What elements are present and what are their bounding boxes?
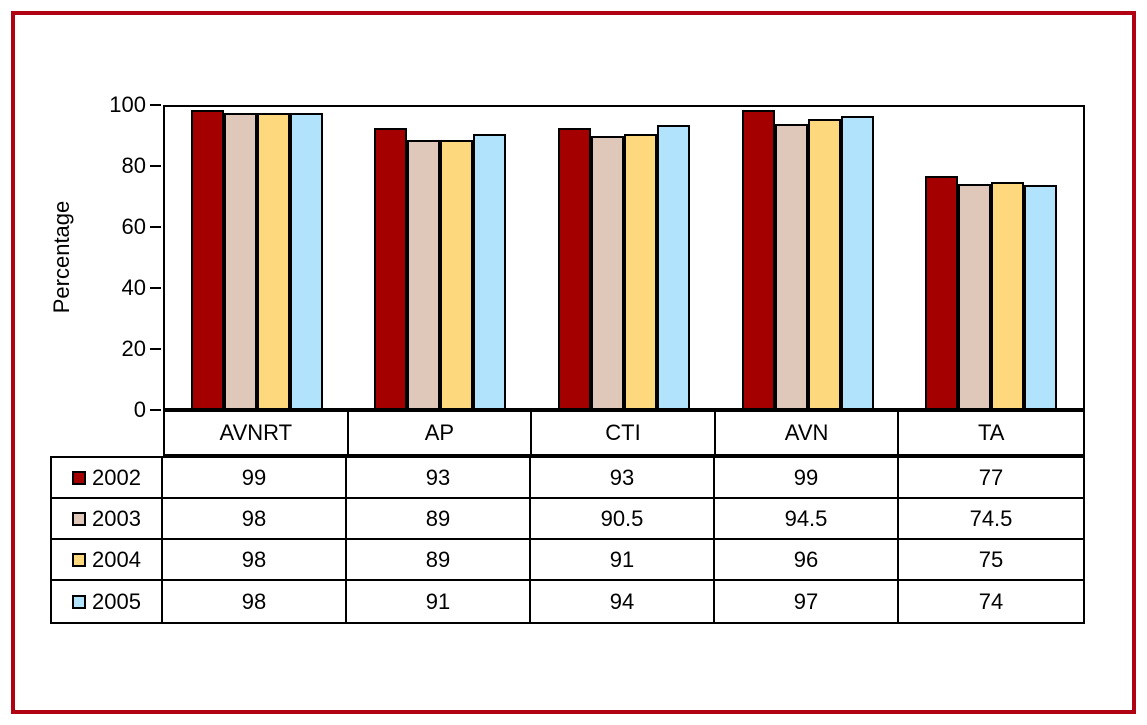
bar-2003-cti bbox=[590, 136, 624, 408]
value-cell-2005-cti: 94 bbox=[531, 581, 715, 622]
legend-swatch-icon bbox=[72, 470, 87, 485]
bar-group-cti bbox=[532, 107, 716, 408]
value-cell-2004-avn: 96 bbox=[715, 540, 899, 581]
legend-swatch-icon bbox=[72, 552, 87, 567]
bar-2002-avnrt bbox=[190, 110, 224, 408]
bar-2002-cti bbox=[557, 128, 591, 408]
y-axis-tick-label: 20 bbox=[121, 336, 146, 361]
y-axis-tick-label: 60 bbox=[121, 214, 146, 239]
y-axis-tick-label: 40 bbox=[121, 275, 146, 300]
category-header-avn: AVN bbox=[716, 412, 900, 454]
y-axis-tick-mark bbox=[150, 287, 161, 289]
category-header-ta: TA bbox=[977, 420, 1005, 445]
bar-2004-ta bbox=[991, 182, 1025, 408]
value-cell-2002-avnrt: 99 bbox=[163, 458, 347, 499]
legend-cell-2005: 2005 bbox=[52, 581, 163, 622]
legend-swatch-icon bbox=[72, 511, 87, 526]
legend-year-label: 2005 bbox=[92, 588, 141, 614]
y-axis-tick-mark bbox=[150, 348, 161, 350]
category-header-ap: AP bbox=[349, 412, 533, 454]
value-cell-2005-avn: 97 bbox=[715, 581, 899, 622]
y-axis-tick-label: 0 bbox=[133, 397, 146, 422]
data-table: 2002 99 93 93 99 77 2003 98 89 90.5 94.5 74.5 2004 98… bbox=[50, 456, 1085, 624]
bar-2004-avn bbox=[807, 119, 841, 408]
value-cell-2005-ap: 91 bbox=[347, 581, 531, 622]
bar-2003-avn bbox=[774, 124, 808, 408]
value-cell-2002-avn: 99 bbox=[715, 458, 899, 499]
y-axis-title: Percentage bbox=[49, 200, 74, 314]
y-axis-tick-mark bbox=[150, 409, 161, 411]
category-header-row: AVNRT AP CTI AVN TA bbox=[163, 410, 1085, 456]
value-cell-2003-avn: 94.5 bbox=[715, 499, 899, 540]
bar-2003-ta bbox=[958, 184, 992, 408]
value-cell-2003-ta: 74.5 bbox=[899, 499, 1083, 540]
value-cell-2003-ap: 89 bbox=[347, 499, 531, 540]
bar-2005-ta bbox=[1024, 185, 1058, 408]
value-cell-2004-ap: 89 bbox=[347, 540, 531, 581]
bar-group-avn bbox=[716, 107, 900, 408]
y-axis-tick-label: 100 bbox=[109, 92, 146, 117]
value-cell-2005-avnrt: 98 bbox=[163, 581, 347, 622]
legend-year-label: 2004 bbox=[92, 546, 141, 572]
category-header-cti: CTI bbox=[532, 412, 716, 454]
value-cell-2005-ta: 74 bbox=[899, 581, 1083, 622]
y-axis-tick-mark bbox=[150, 226, 161, 228]
bar-2003-avnrt bbox=[223, 113, 257, 408]
bar-2004-cti bbox=[623, 134, 657, 408]
bar-2005-avn bbox=[840, 116, 874, 408]
bar-group-ap bbox=[349, 107, 533, 408]
legend-cell-2004: 2004 bbox=[52, 540, 163, 581]
y-axis-tick-mark bbox=[150, 165, 161, 167]
value-cell-2003-cti: 90.5 bbox=[531, 499, 715, 540]
legend-cell-2002: 2002 bbox=[52, 458, 163, 499]
legend-cell-2003: 2003 bbox=[52, 499, 163, 540]
bar-group-ta bbox=[899, 107, 1083, 408]
bar-2002-avn bbox=[741, 110, 775, 408]
bar-2003-ap bbox=[407, 140, 441, 408]
plot-area bbox=[163, 105, 1085, 410]
bar-2004-avnrt bbox=[256, 113, 290, 408]
bar-2002-ap bbox=[374, 128, 408, 408]
value-cell-2002-cti: 93 bbox=[531, 458, 715, 499]
bar-2005-ap bbox=[473, 134, 507, 408]
bar-2005-avnrt bbox=[289, 113, 323, 408]
bar-group-avnrt bbox=[165, 107, 349, 408]
value-cell-2002-ta: 77 bbox=[899, 458, 1083, 499]
value-cell-2004-avnrt: 98 bbox=[163, 540, 347, 581]
y-axis-tick-mark bbox=[150, 104, 161, 106]
legend-swatch-icon bbox=[72, 594, 87, 609]
bar-2002-ta bbox=[925, 176, 959, 408]
legend-year-label: 2003 bbox=[92, 505, 141, 531]
value-cell-2004-ta: 75 bbox=[899, 540, 1083, 581]
y-axis-tick-label: 80 bbox=[121, 153, 146, 178]
value-cell-2004-cti: 91 bbox=[531, 540, 715, 581]
value-cell-2003-avnrt: 98 bbox=[163, 499, 347, 540]
bar-2005-cti bbox=[656, 125, 690, 408]
category-header-avnrt: AVNRT bbox=[165, 412, 349, 454]
value-cell-2002-ap: 93 bbox=[347, 458, 531, 499]
legend-year-label: 2002 bbox=[92, 464, 141, 490]
bar-2004-ap bbox=[440, 140, 474, 408]
